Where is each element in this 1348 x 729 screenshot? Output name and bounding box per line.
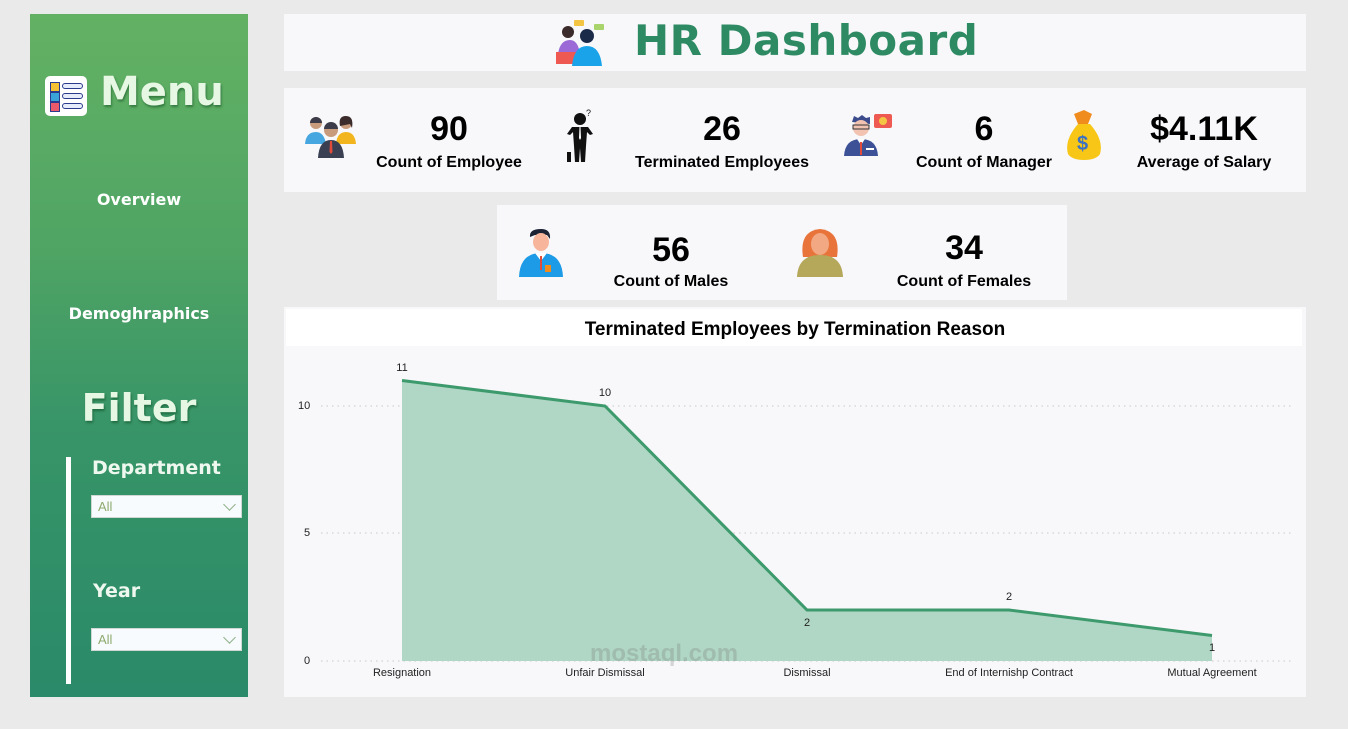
kpi-terminated-label: Terminated Employees <box>635 154 809 171</box>
svg-text:?: ? <box>586 108 591 118</box>
kpi-employee-count: 90 <box>430 110 468 148</box>
page-title: HR Dashboard <box>634 16 979 65</box>
data-label-unfair-dismissal: 10 <box>598 387 612 399</box>
kpi-male-count: 56 <box>652 231 690 269</box>
female-icon <box>797 229 843 277</box>
svg-text:$: $ <box>1077 133 1088 155</box>
watermark: mostaql.com <box>590 640 739 667</box>
x-label-resignation: Resignation <box>372 667 432 679</box>
x-label-end-of-internship: End of Internishp Contract <box>945 667 1073 679</box>
nav-demographics[interactable]: Demoghraphics <box>68 304 210 323</box>
kpi-card-row: 90 Count of Employee ? 26 Terminated Emp… <box>284 88 1306 192</box>
male-icon <box>519 229 563 277</box>
data-label-resignation: 11 <box>396 362 408 374</box>
department-select-value: All <box>98 499 113 514</box>
x-label-dismissal: Dismissal <box>783 667 831 679</box>
kpi-female-label: Count of Females <box>896 273 1032 290</box>
year-select-value: All <box>98 632 113 647</box>
chevron-down-icon <box>223 498 236 511</box>
data-label-mutual-agreement: 1 <box>1208 642 1216 654</box>
year-select[interactable]: All <box>91 628 242 651</box>
menu-list-icon <box>45 76 87 116</box>
chart-title: Terminated Employees by Termination Reas… <box>584 319 1006 340</box>
department-label: Department <box>92 457 221 479</box>
hr-meeting-icon <box>556 20 604 66</box>
nav-overview[interactable]: Overview <box>96 190 182 209</box>
kpi-terminated-count: 26 <box>703 110 741 148</box>
manager-icon <box>844 114 892 156</box>
area-chart-plot <box>321 379 1294 662</box>
kpi-salary-value: $4.11K <box>1150 110 1258 148</box>
sidebar: Menu Overview Demoghraphics Filter Depar… <box>30 14 248 697</box>
termination-reason-chart: Terminated Employees by Termination Reas… <box>284 307 1306 697</box>
kpi-employee-label: Count of Employee <box>376 154 522 171</box>
menu-title: Menu <box>100 69 224 115</box>
money-bag-icon: $ <box>1067 110 1101 160</box>
kpi-manager-count: 6 <box>974 110 994 148</box>
year-label: Year <box>93 580 141 602</box>
data-label-dismissal: 2 <box>803 617 811 629</box>
terminated-man-icon: ? <box>567 108 593 162</box>
kpi-manager-label: Count of Manager <box>916 154 1052 171</box>
x-label-mutual-agreement: Mutual Agreement <box>1167 667 1257 679</box>
header-bar: HR Dashboard <box>284 14 1306 71</box>
gender-kpi-card: 56 Count of Males 34 Count of Females <box>497 205 1067 300</box>
y-tick-5: 5 <box>304 527 311 539</box>
y-tick-10: 10 <box>298 400 311 412</box>
employees-group-icon <box>305 116 356 158</box>
data-label-end-of-internship: 2 <box>1005 591 1013 603</box>
filter-divider <box>66 457 71 684</box>
kpi-female-count: 34 <box>945 229 983 267</box>
kpi-salary-label: Average of Salary <box>1136 154 1272 171</box>
kpi-male-label: Count of Males <box>613 273 729 290</box>
chart-header <box>286 309 1302 346</box>
filter-title: Filter <box>81 386 197 430</box>
department-select[interactable]: All <box>91 495 242 518</box>
x-label-unfair-dismissal: Unfair Dismissal <box>565 667 645 679</box>
y-tick-0: 0 <box>304 655 311 667</box>
chevron-down-icon <box>223 631 236 644</box>
